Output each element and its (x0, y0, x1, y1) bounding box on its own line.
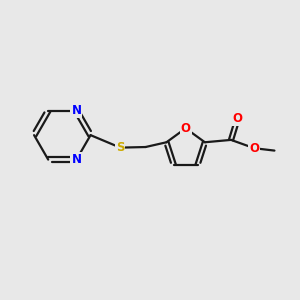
Text: O: O (232, 112, 243, 125)
Text: N: N (71, 104, 81, 117)
Text: O: O (249, 142, 259, 155)
Text: S: S (116, 141, 124, 154)
Text: N: N (71, 153, 81, 166)
Text: O: O (181, 122, 191, 135)
